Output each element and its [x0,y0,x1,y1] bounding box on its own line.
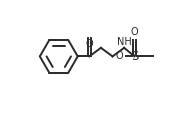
Text: S: S [131,50,138,63]
Text: O: O [116,51,123,61]
Text: NH: NH [117,37,132,47]
Text: O: O [131,27,138,37]
Text: O: O [86,39,93,49]
